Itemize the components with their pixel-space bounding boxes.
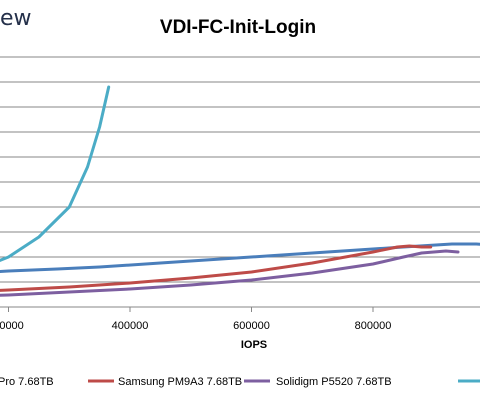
x-tick-label: 400000: [112, 320, 149, 332]
series-line-0: [0, 242, 480, 274]
chart-title: VDI-FC-Init-Login: [160, 17, 316, 38]
series-line-2: [0, 249, 460, 297]
gridlines: [0, 56, 480, 283]
series-line-1: [0, 244, 433, 292]
x-tick-label: 600000: [233, 320, 270, 332]
x-axis-label: IOPS: [241, 339, 267, 351]
watermark-logo-text: ew: [0, 6, 32, 31]
legend-label: Samsung PM9A3 7.68TB: [118, 376, 242, 388]
series-line-3: [0, 85, 111, 262]
legend-label: Solidigm P5520 7.68TB: [276, 376, 392, 388]
legend: Pro 7.68TB Samsung PM9A3 7.68TB Solidigm P…: [0, 376, 480, 388]
x-tick-label: 00000: [0, 320, 24, 332]
series-lines: [0, 85, 480, 297]
x-tick-label: 800000: [355, 320, 392, 332]
x-axis: 00000 400000 600000 800000: [0, 306, 480, 332]
legend-label: Pro 7.68TB: [0, 376, 54, 388]
